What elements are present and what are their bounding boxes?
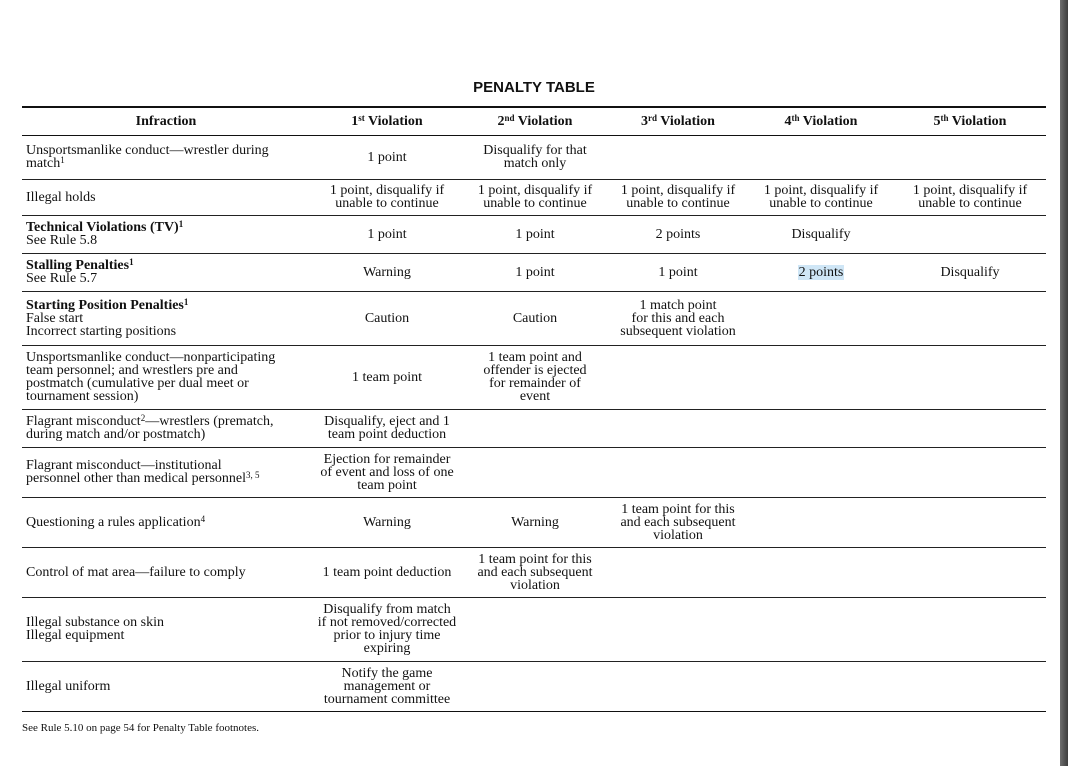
table-row: Starting Position Penalties1 False start I… — [22, 291, 1046, 346]
violation-4-cell: 1 point, disqualify if unable to continue — [748, 179, 894, 216]
violation-3-cell — [608, 345, 748, 410]
infraction-cell: Illegal substance on skin Illegal equipme… — [22, 597, 312, 662]
violation-1-cell: Notify the game management or tournament c… — [312, 661, 462, 712]
table-row: Technical Violations (TV)1 See Rule 5.8 1 … — [22, 215, 1046, 254]
violation-3-cell — [608, 135, 748, 180]
violation-1-cell: 1 team point — [312, 345, 462, 410]
violation-1-cell: 1 point — [312, 135, 462, 180]
table-row: Stalling Penalties1 See Rule 5.7 Warning 1 … — [22, 253, 1046, 292]
violation-2-cell: Warning — [462, 497, 608, 548]
violation-3-cell: 1 point, disqualify if unable to continue — [608, 179, 748, 216]
violation-5-cell — [894, 409, 1046, 448]
violation-4-cell — [748, 291, 894, 346]
table-row: Control of mat area—failure to comply 1 t… — [22, 547, 1046, 598]
table-row: Illegal uniform Notify the game management… — [22, 661, 1046, 712]
header-violation-2: 2nd Violation — [462, 106, 608, 136]
infraction-cell: Illegal holds — [22, 179, 312, 216]
violation-2-cell — [462, 409, 608, 448]
violation-5-cell: Disqualify — [894, 253, 1046, 292]
violation-2-cell: 1 point — [462, 215, 608, 254]
violation-1-cell: Caution — [312, 291, 462, 346]
violation-3-cell — [608, 661, 748, 712]
violation-5-cell — [894, 597, 1046, 662]
violation-2-cell: 1 point — [462, 253, 608, 292]
violation-4-cell — [748, 597, 894, 662]
table-row: Illegal holds 1 point, disqualify if unabl… — [22, 179, 1046, 216]
violation-3-cell: 1 point — [608, 253, 748, 292]
table-body: Unsportsmanlike conduct—wrestler during m… — [22, 135, 1046, 712]
violation-3-cell — [608, 409, 748, 448]
violation-4-cell — [748, 661, 894, 712]
violation-1-cell: Ejection for remainder of event and loss … — [312, 447, 462, 498]
violation-3-cell — [608, 547, 748, 598]
violation-1-cell: 1 team point deduction — [312, 547, 462, 598]
violation-2-cell — [462, 447, 608, 498]
violation-4-cell: Disqualify — [748, 215, 894, 254]
violation-2-cell: Disqualify for that match only — [462, 135, 608, 180]
violation-1-cell: 1 point — [312, 215, 462, 254]
header-violation-5: 5th Violation — [894, 106, 1046, 136]
penalty-table: Infraction 1st Violation 2nd Violation 3rd … — [22, 106, 1046, 712]
header-violation-1: 1st Violation — [312, 106, 462, 136]
violation-2-cell: 1 team point and offender is ejected for r… — [462, 345, 608, 410]
header-violation-4: 4th Violation — [748, 106, 894, 136]
infraction-cell: Illegal uniform — [22, 661, 312, 712]
infraction-cell: Stalling Penalties1 See Rule 5.7 — [22, 253, 312, 292]
violation-3-cell: 1 match point for this and each subsequent… — [608, 291, 748, 346]
table-row: Flagrant misconduct2—wrestlers (prematch… — [22, 409, 1046, 448]
violation-4-cell — [748, 497, 894, 548]
viewer-scrollbar-edge[interactable] — [1060, 0, 1068, 766]
violation-4-cell: 2 points — [748, 253, 894, 292]
violation-5-cell — [894, 291, 1046, 346]
infraction-cell: Control of mat area—failure to comply — [22, 547, 312, 598]
violation-3-cell: 1 team point for this and each subsequent… — [608, 497, 748, 548]
violation-1-cell: Disqualify from match if not removed/corr… — [312, 597, 462, 662]
violation-1-cell: Disqualify, eject and 1 team point deduct… — [312, 409, 462, 448]
violation-5-cell: 1 point, disqualify if unable to continue — [894, 179, 1046, 216]
violation-3-cell: 2 points — [608, 215, 748, 254]
table-header-row: Infraction 1st Violation 2nd Violation 3rd … — [22, 106, 1046, 136]
violation-1-cell: Warning — [312, 253, 462, 292]
infraction-cell: Questioning a rules application4 — [22, 497, 312, 548]
violation-2-cell: 1 team point for this and each subsequent… — [462, 547, 608, 598]
violation-4-cell — [748, 447, 894, 498]
violation-4-cell — [748, 135, 894, 180]
header-infraction: Infraction — [22, 106, 312, 136]
infraction-cell: Unsportsmanlike conduct—nonparticipating… — [22, 345, 312, 410]
violation-5-cell — [894, 135, 1046, 180]
violation-5-cell — [894, 547, 1046, 598]
violation-5-cell — [894, 215, 1046, 254]
table-row: Unsportsmanlike conduct—nonparticipating… — [22, 345, 1046, 410]
table-row: Flagrant misconduct—institutional personn… — [22, 447, 1046, 498]
violation-5-cell — [894, 661, 1046, 712]
infraction-cell: Flagrant misconduct—institutional personn… — [22, 447, 312, 498]
infraction-cell: Unsportsmanlike conduct—wrestler during m… — [22, 135, 312, 180]
violation-4-cell — [748, 547, 894, 598]
infraction-cell: Technical Violations (TV)1 See Rule 5.8 — [22, 215, 312, 254]
violation-3-cell — [608, 447, 748, 498]
violation-3-cell — [608, 597, 748, 662]
violation-5-cell — [894, 497, 1046, 548]
violation-4-cell — [748, 345, 894, 410]
page-title: PENALTY TABLE — [473, 79, 595, 96]
violation-2-cell: Caution — [462, 291, 608, 346]
violation-2-cell: 1 point, disqualify if unable to continue — [462, 179, 608, 216]
table-row: Unsportsmanlike conduct—wrestler during m… — [22, 135, 1046, 180]
table-row: Questioning a rules application4 Warning W… — [22, 497, 1046, 548]
violation-2-cell — [462, 661, 608, 712]
table-row: Illegal substance on skin Illegal equipme… — [22, 597, 1046, 662]
infraction-cell: Starting Position Penalties1 False start I… — [22, 291, 312, 346]
infraction-cell: Flagrant misconduct2—wrestlers (prematch… — [22, 409, 312, 448]
violation-4-cell — [748, 409, 894, 448]
violation-2-cell — [462, 597, 608, 662]
violation-5-cell — [894, 447, 1046, 498]
violation-1-cell: Warning — [312, 497, 462, 548]
violation-5-cell — [894, 345, 1046, 410]
violation-1-cell: 1 point, disqualify if unable to continue — [312, 179, 462, 216]
footnote: See Rule 5.10 on page 54 for Penalty Tab… — [22, 722, 260, 734]
header-violation-3: 3rd Violation — [608, 106, 748, 136]
